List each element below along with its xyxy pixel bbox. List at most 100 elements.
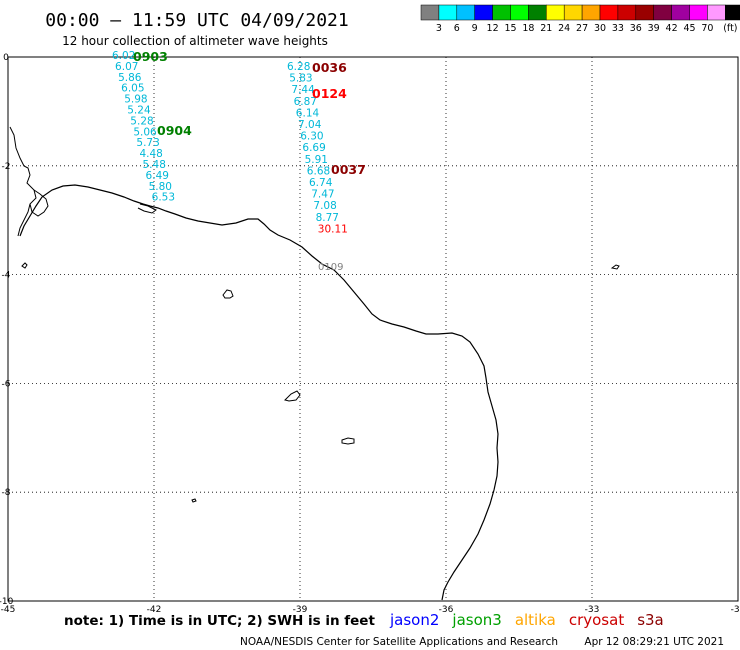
legend-swatch xyxy=(581,4,601,21)
longitude-label: -39 xyxy=(293,605,308,615)
legend-swatch xyxy=(528,4,547,21)
legend-swatch xyxy=(492,4,511,21)
wave-height-value: 6.53 xyxy=(152,192,175,204)
footer-timestamp: Apr 12 08:29:21 UTC 2021 xyxy=(584,636,724,648)
coastline xyxy=(9,126,620,601)
legend-tick-label: 9 xyxy=(472,23,478,34)
wave-height-value: 5.91 xyxy=(305,154,328,166)
islet xyxy=(341,437,355,445)
map-frame xyxy=(7,56,739,602)
satellite-name: jason2 xyxy=(389,611,439,629)
lat-lon-grid: -45 -42 -39 -36 -33 -30 0 -2 -4 -6 -8 -10 xyxy=(0,53,740,615)
pass-time-label: 0124 xyxy=(312,86,347,101)
legend-tick-label: 12 xyxy=(487,23,499,34)
islet-east xyxy=(610,264,620,270)
legend-tick-label: 39 xyxy=(648,23,660,34)
wave-height-value: 6.74 xyxy=(309,177,333,189)
wave-height-value: 6.87 xyxy=(294,96,317,108)
pass-time-label: 0903 xyxy=(133,49,168,64)
wave-height-value: 5.83 xyxy=(289,73,312,85)
map-title: 00:00 – 11:59 UTC 04/09/2021 xyxy=(45,10,348,31)
wave-height-value: 6.68 xyxy=(307,165,330,177)
legend-unit: (ft) xyxy=(723,23,737,34)
wave-height-value: 6.02 xyxy=(112,50,135,62)
legend-swatch xyxy=(599,4,619,21)
islet-west xyxy=(21,262,28,269)
legend-tick-label: 24 xyxy=(558,23,570,34)
longitude-label: -36 xyxy=(439,605,454,615)
satellite-name: jason3 xyxy=(451,611,501,629)
wave-height-value: 6.05 xyxy=(121,83,144,95)
wave-height-value: 4.48 xyxy=(139,148,162,160)
satellite-name: cryosat xyxy=(569,611,624,629)
wave-height-value: 7.04 xyxy=(298,119,322,131)
legend-tick-label: 33 xyxy=(612,23,624,34)
atoll-island xyxy=(222,289,234,299)
satellite-name: altika xyxy=(515,611,556,629)
latitude-label: 0 xyxy=(3,53,9,63)
wave-height-value: 7.08 xyxy=(313,200,336,212)
pass-time-label: 0904 xyxy=(157,123,192,138)
legend-tick-label: 42 xyxy=(666,23,678,34)
footer-credit: NOAA/NESDIS Center for Satellite Applica… xyxy=(240,636,558,648)
latitude-label: -4 xyxy=(2,271,11,281)
wave-height-value: 5.73 xyxy=(136,137,159,149)
color-scale-legend: 3 6 9 12 15 18 21 24 27 30 33 36 39 42 45 70 (ft) xyxy=(420,4,740,34)
legend-tick-label: 27 xyxy=(576,23,588,34)
wave-height-value: 6.07 xyxy=(115,61,138,73)
wave-height-value: 8.77 xyxy=(316,212,339,224)
longitude-label: -42 xyxy=(147,605,162,615)
wave-height-value: 6.14 xyxy=(296,107,320,119)
longitude-label: -33 xyxy=(585,605,600,615)
footer-note: note: 1) Time is in UTC; 2) SWH is in fe… xyxy=(64,613,375,629)
wave-height-value: 7.47 xyxy=(311,189,334,201)
latitude-label: -8 xyxy=(2,488,11,498)
wave-height-value: 5.06 xyxy=(133,126,157,138)
wave-height-value: 5.24 xyxy=(127,105,151,117)
islet-south xyxy=(191,498,197,503)
latitude-label: -10 xyxy=(0,597,14,607)
pass-time-label: 0036 xyxy=(312,60,347,75)
longitude-label: -45 xyxy=(1,605,16,615)
legend-swatch xyxy=(635,4,654,21)
wave-height-value: 5.28 xyxy=(130,115,153,127)
map-subtitle: 12 hour collection of altimeter wave hei… xyxy=(62,34,328,48)
legend-tick-label: 30 xyxy=(594,23,606,34)
latitude-label: -6 xyxy=(2,379,11,389)
legend-swatch xyxy=(474,4,493,21)
pass-time-label: 0109 xyxy=(318,262,343,273)
legend-tick-label: 45 xyxy=(683,23,695,34)
wave-height-value: 5.80 xyxy=(149,181,172,193)
bay-island-coastline xyxy=(137,203,157,214)
legend-swatch xyxy=(546,4,565,21)
longitude-label: -30 xyxy=(731,605,740,615)
legend-swatch xyxy=(671,4,690,21)
pass-time-label: 0037 xyxy=(331,162,366,177)
wave-height-value: 30.11 xyxy=(318,223,348,235)
wave-height-value: 6.69 xyxy=(302,142,325,154)
wave-height-value: 6.30 xyxy=(300,131,323,143)
wave-height-value: 5.86 xyxy=(118,72,142,84)
satellite-name: s3a xyxy=(637,611,664,629)
wave-height-value: 6.49 xyxy=(146,170,169,182)
legend-swatch xyxy=(420,4,440,21)
altimeter-tracks: 6.026.075.866.055.985.245.285.065.734.48… xyxy=(112,49,366,273)
legend-tick-label: 6 xyxy=(454,23,460,34)
legend-tick-label: 15 xyxy=(504,23,516,34)
satellite-legend: jason2 jason3 altika cryosat s3a xyxy=(389,611,664,629)
legend-swatch xyxy=(438,4,458,21)
mainland-coastline xyxy=(19,184,499,601)
legend-swatch xyxy=(707,4,726,21)
island-coastline xyxy=(29,189,49,217)
legend-swatch xyxy=(653,4,672,21)
legend-swatch xyxy=(617,4,637,21)
wave-height-value: 5.98 xyxy=(124,94,147,106)
legend-swatch xyxy=(689,4,708,21)
legend-swatch xyxy=(725,4,740,21)
legend-tick-label: 36 xyxy=(630,23,642,34)
wave-height-value: 7.44 xyxy=(291,84,315,96)
wave-height-value: 6.28 xyxy=(287,61,310,73)
legend-tick-label: 21 xyxy=(540,23,552,34)
legend-swatch xyxy=(456,4,475,21)
